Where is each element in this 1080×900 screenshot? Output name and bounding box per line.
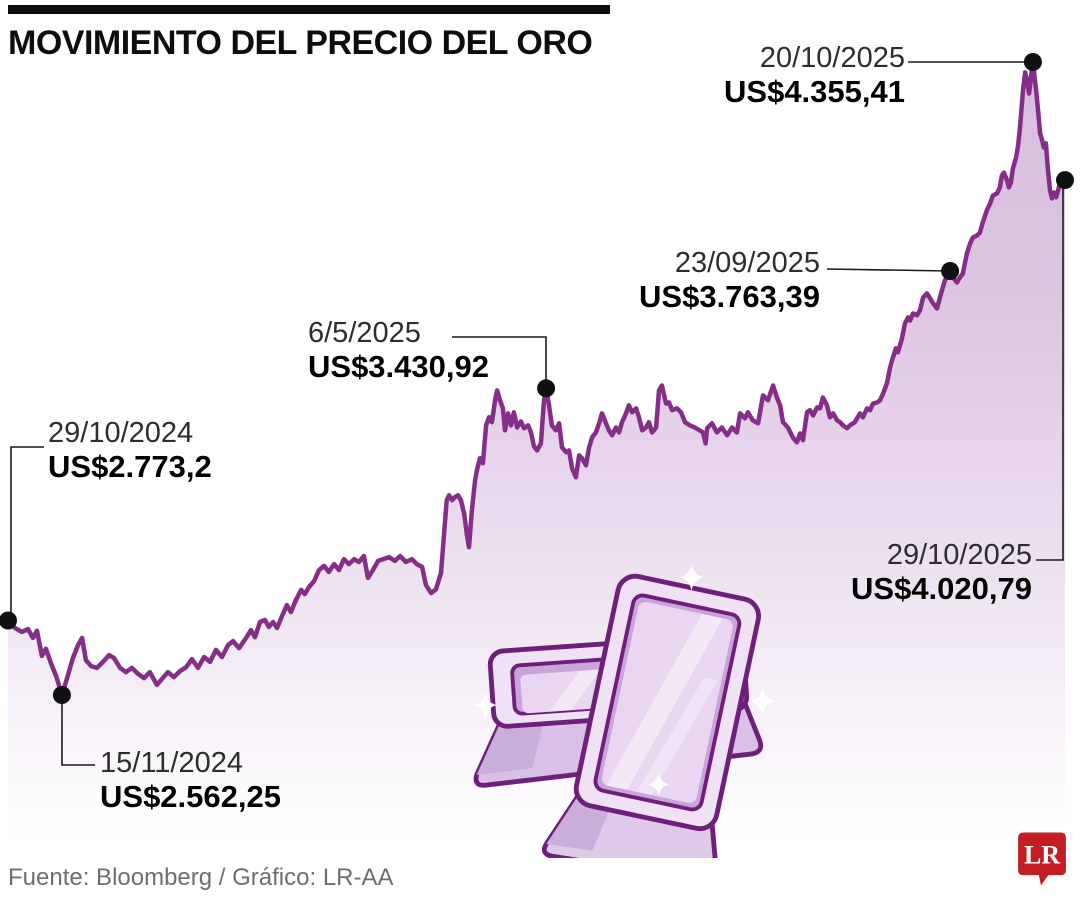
annotation-date: 6/5/2025 <box>308 317 421 349</box>
leader-lines <box>10 61 1064 766</box>
annotation-date: 15/11/2024 <box>100 747 243 779</box>
leader-line <box>1036 182 1064 561</box>
leader-line <box>61 697 95 766</box>
annotation-date: 29/10/2024 <box>48 417 194 449</box>
sparkle-icon <box>647 772 670 797</box>
annotation-6-5-2025: 6/5/2025 US$3.430,92 <box>308 318 489 384</box>
page-title: MOVIMIENTO DEL PRECIO DEL ORO <box>8 24 593 62</box>
annotation-dot <box>941 262 960 280</box>
lr-logo: LR <box>1016 830 1068 892</box>
leader-line <box>452 336 547 386</box>
annotation-29-10-2025: 29/10/2025 US$4.020,79 <box>851 540 1032 606</box>
annotation-23-09-2025: 23/09/2025 US$3.763,39 <box>639 248 820 314</box>
annotation-dots <box>0 53 1074 704</box>
annotation-dot <box>1056 171 1074 190</box>
annotation-29-10-2024: 29/10/2024 US$2.773,2 <box>48 418 212 484</box>
lr-logo-text: LR <box>1024 841 1060 870</box>
sparkle-icons <box>473 563 775 797</box>
annotation-dot <box>52 686 71 704</box>
sparkle-icon <box>749 687 775 715</box>
annotation-price: US$4.355,41 <box>724 74 905 110</box>
annotation-price: US$2.562,25 <box>100 779 281 815</box>
annotation-dot <box>0 611 17 630</box>
annotation-20-10-2025: 20/10/2025 US$4.355,41 <box>724 43 905 109</box>
sparkle-icon <box>678 563 705 591</box>
annotation-price: US$2.773,2 <box>48 449 212 485</box>
annotation-price: US$3.763,39 <box>639 279 820 315</box>
gold-bars-svg <box>473 563 775 884</box>
annotation-dot <box>1023 53 1042 71</box>
lr-logo-bubble <box>1018 832 1066 886</box>
title-rule-bar <box>8 5 610 14</box>
annotation-price: US$3.430,92 <box>308 349 489 385</box>
annotation-dot <box>537 379 556 398</box>
annotation-date: 20/10/2025 <box>759 42 905 74</box>
lr-logo-svg: LR <box>1018 832 1066 886</box>
footer-credit: Fuente: Bloomberg / Gráfico: LR-AA <box>8 864 394 891</box>
gold-bars-illustration <box>452 556 782 884</box>
annotation-date: 23/09/2025 <box>674 247 820 279</box>
leader-line <box>826 268 951 272</box>
annotation-price: US$4.020,79 <box>851 571 1032 607</box>
annotation-15-11-2024: 15/11/2024 US$2.562,25 <box>100 748 281 814</box>
annotation-date: 29/10/2025 <box>886 539 1032 571</box>
sparkle-icon <box>473 692 497 718</box>
front-gold-bar <box>541 573 761 884</box>
leader-line <box>10 446 44 618</box>
